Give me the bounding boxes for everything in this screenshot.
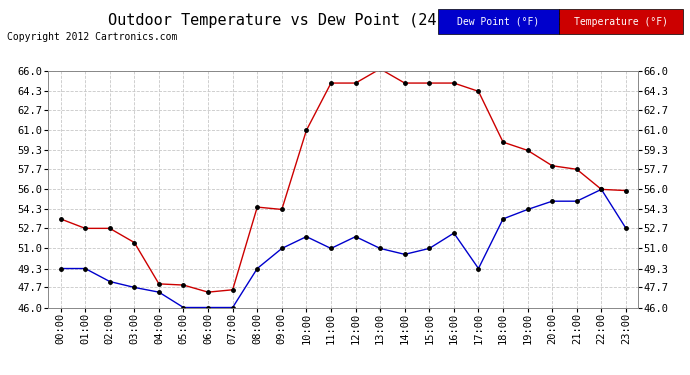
- Text: Temperature (°F): Temperature (°F): [574, 16, 668, 27]
- Text: Dew Point (°F): Dew Point (°F): [457, 16, 540, 27]
- Text: Outdoor Temperature vs Dew Point (24 Hours) 20121002: Outdoor Temperature vs Dew Point (24 Hou…: [108, 13, 582, 28]
- Text: Copyright 2012 Cartronics.com: Copyright 2012 Cartronics.com: [7, 32, 177, 42]
